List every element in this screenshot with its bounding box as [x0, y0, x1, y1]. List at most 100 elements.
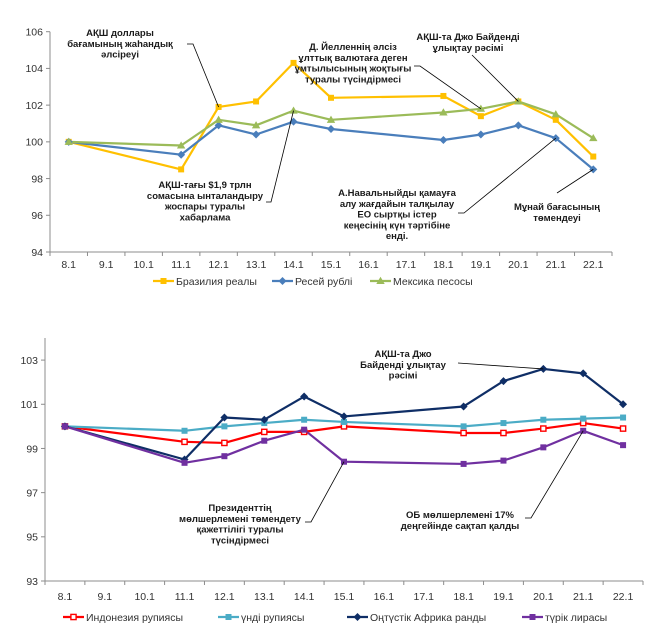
turkish-lira-line [64, 425, 624, 466]
india-rupee-point [620, 414, 627, 421]
y-tick-label: 95 [26, 532, 38, 544]
annotation-text: АҚШ-та Джо [374, 349, 431, 360]
annotation-leader-line [187, 43, 219, 108]
south-africa-rand-point [619, 400, 628, 409]
indonesia-rupiah-point [260, 428, 268, 436]
legend-item-indonesia-rupiah: Индонезия рупиясы [63, 612, 183, 624]
x-tick-label: 12.1 [208, 259, 229, 271]
annotation-text: хабарлама [180, 212, 232, 223]
annotation-leader-line [457, 362, 544, 370]
annotation-text: әлсіреуі [101, 50, 139, 61]
mexico-peso-point [589, 133, 598, 142]
brazil-real-point [253, 98, 260, 105]
y-tick-label: 93 [26, 576, 38, 588]
legend-marker [376, 276, 385, 284]
russia-ruble-point [177, 150, 186, 159]
annotation-leader-line [471, 54, 519, 102]
legend-label: Ресей рублі [295, 276, 352, 288]
legend-marker [353, 613, 362, 621]
annotation-text: АҚШ доллары [86, 28, 154, 39]
x-tick-label: 20.1 [508, 259, 529, 271]
turkish-lira-point [221, 453, 228, 460]
annotation-text: түсіндірмесі [211, 535, 269, 546]
indonesia-rupiah-point [460, 429, 467, 437]
annotation-text: Байденді ұлықтау [360, 360, 446, 371]
annotation-text: ұлттық валютаға деген [298, 53, 407, 64]
x-tick-label: 20.1 [533, 591, 554, 603]
russia-ruble-point [514, 121, 523, 130]
x-tick-label: 15.1 [334, 591, 355, 603]
legend-marker [160, 278, 167, 284]
annotation-text: кеңесінің күн тәртібіне [344, 220, 450, 231]
x-tick-label: 19.1 [471, 259, 492, 271]
x-tick-label: 22.1 [613, 591, 634, 603]
india-rupee-point [341, 418, 347, 425]
y-tick-label: 96 [31, 210, 43, 222]
x-tick-label: 21.1 [546, 259, 567, 271]
turkish-lira-point [620, 442, 627, 449]
y-tick-label: 99 [26, 443, 38, 455]
x-tick-label: 14.1 [283, 259, 304, 271]
brazil-real-point [552, 116, 559, 123]
legend: Бразилия реалы Ресей рублі Мексика песосы [153, 276, 473, 288]
indonesia-rupiah-point [221, 439, 228, 447]
legend-item-india-rupee: үнді рупиясы [218, 612, 304, 624]
x-tick-label: 18.1 [453, 591, 474, 603]
india-rupee-point [181, 427, 188, 434]
annotation-text: қажеттілігі туралы [197, 525, 284, 536]
russia-ruble-point [476, 130, 485, 139]
x-tick-label: 9.1 [97, 591, 112, 603]
y-tick-label: 94 [31, 247, 43, 259]
annotation-text: ОБ мөлшерлемені 17% [406, 510, 514, 521]
russia-ruble-point [327, 124, 335, 133]
indonesia-rupiah-point [540, 425, 547, 432]
south-africa-rand-point [579, 369, 588, 378]
x-tick-label: 10.1 [134, 591, 155, 603]
x-tick-label: 13.1 [254, 591, 275, 603]
annotation-text: мөлшерлемені төмендету [179, 514, 302, 525]
annotation-text: АҚШ-тағы $1,9 трлн [158, 180, 251, 191]
annotation-text: Мұнай бағасының [514, 202, 600, 213]
russia-ruble-point [252, 130, 261, 139]
turkish-lira-point [181, 459, 188, 466]
y-tick-label: 97 [26, 487, 38, 499]
annotation-text: жоспары туралы [164, 202, 245, 213]
top-chart-emerging-currencies: 94 96 98 100 102 104 106 8.1 9.1 10.1 11.1 12.1 13.1… [25, 27, 613, 288]
south-africa-rand-point [300, 392, 309, 401]
south-africa-rand-point [499, 377, 508, 386]
x-tick-label: 17.1 [414, 591, 435, 603]
mexico-peso-point [289, 106, 298, 114]
indonesia-rupiah-point [181, 438, 188, 446]
annotation-text: ұмтылысының жоқтығы [295, 64, 412, 75]
x-tick-label: 12.1 [214, 591, 235, 603]
annotation-leader-line [305, 461, 345, 523]
brazil-real-point [178, 166, 185, 173]
india-rupee-point [460, 423, 467, 430]
turkish-lira-point [500, 457, 507, 464]
annotation-text: төмендеуі [533, 213, 581, 224]
x-tick-label: 11.1 [171, 259, 191, 271]
indonesia-rupiah-point [619, 425, 627, 432]
x-tick-label: 16.1 [358, 259, 379, 271]
x-tick-label: 14.1 [294, 591, 315, 603]
russia-ruble-point [214, 121, 223, 130]
x-tick-label: 17.1 [396, 259, 417, 271]
x-tick-label: 8.1 [61, 259, 76, 271]
india-rupee-point [500, 420, 507, 427]
annotation-text: АҚШ-та Джо Байденді [416, 32, 519, 43]
mexico-peso-point [439, 108, 448, 116]
annotation-leader-line [458, 137, 557, 214]
y-tick-label: 103 [20, 355, 38, 367]
legend-label: Индонезия рупиясы [86, 612, 183, 624]
brazil-real-point [290, 59, 297, 66]
legend-label: Мексика песосы [393, 276, 473, 288]
brazil-real-point [328, 94, 334, 101]
turkish-lira-point [540, 444, 547, 451]
brazil-real-point [590, 153, 597, 160]
russia-ruble-point [439, 136, 448, 145]
brazil-real-point [440, 92, 447, 99]
turkish-lira-point [261, 437, 268, 444]
